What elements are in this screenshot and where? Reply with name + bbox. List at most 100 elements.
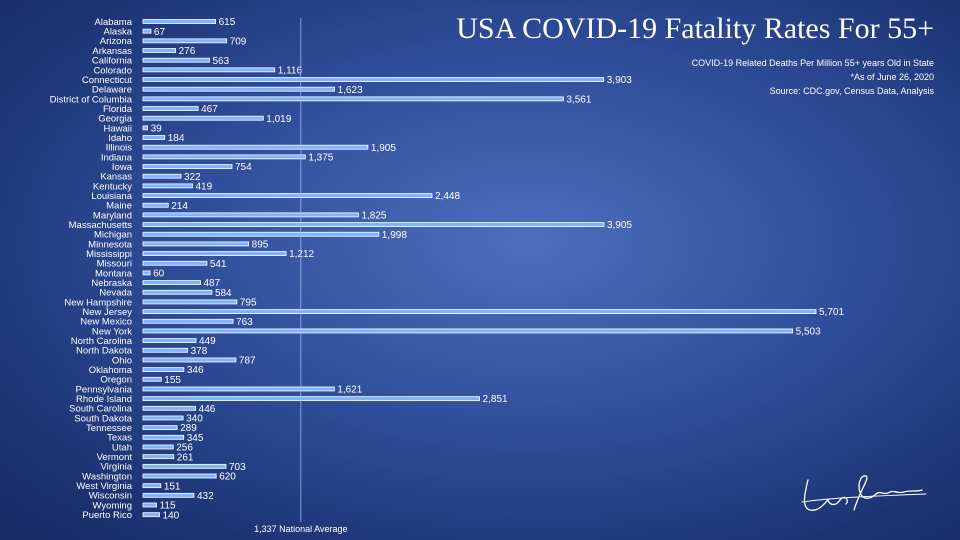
value-label: 151 [164,481,181,492]
value-label: 703 [229,462,246,473]
value-label: 261 [177,452,194,463]
bar [142,260,208,266]
bar [142,28,152,34]
bar [142,463,227,469]
category-label: Missouri [97,259,132,270]
value-label: 754 [235,162,252,173]
value-label: 67 [154,27,166,38]
bar [142,19,217,24]
value-label: 1,212 [289,249,314,260]
value-label: 1,998 [382,230,407,241]
bar [142,241,250,247]
national-average-label: 1,337 National Average [254,524,347,534]
value-label: 541 [210,259,227,270]
bar [142,38,228,44]
value-label: 39 [151,123,163,134]
category-label: Utah [112,442,132,453]
value-label: 140 [163,510,180,521]
category-label: Massachusetts [69,220,133,231]
bar [142,357,237,363]
value-label: 487 [203,278,220,289]
bar [142,202,169,208]
value-label: 895 [252,240,269,251]
value-label: 467 [201,104,218,115]
category-label: District of Columbia [50,94,133,105]
value-label: 1,116 [278,65,303,76]
value-label: 214 [171,201,188,212]
category-label: Wisconsin [89,491,132,502]
value-label: 289 [180,423,197,434]
category-label: Pennsylvania [75,384,132,395]
category-label: Florida [103,104,133,115]
category-label: Oklahoma [89,365,133,376]
bar [142,502,157,508]
bar [142,251,287,256]
as-of-date: *As of June 26, 2020 [850,72,934,82]
bar [142,347,189,353]
value-label: 1,621 [337,385,362,396]
bar [142,57,210,63]
bar [142,376,162,382]
category-label: South Dakota [74,413,132,424]
bar [142,396,480,402]
bar [142,425,178,431]
category-label: Alabama [95,17,133,28]
category-label: California [92,56,133,67]
value-label: 763 [236,317,253,328]
category-label: Texas [107,433,132,444]
bar [142,280,201,285]
bar [142,125,149,131]
bar [142,154,306,160]
category-label: Montana [95,268,133,279]
bar [142,270,151,276]
category-label: Wyoming [92,500,132,511]
bar [142,289,213,295]
value-label: 1,375 [308,152,333,163]
value-label: 432 [197,491,214,502]
bars-layer: Alabama 615 Alaska 67 Arizona 709 Arkansas 276 C… [50,17,845,521]
value-label: 2,448 [435,191,460,202]
value-label: 340 [186,414,203,425]
bar [142,386,335,392]
value-label: 155 [164,375,181,386]
bar [142,48,176,53]
category-label: New Jersey [82,307,132,318]
value-label: 1,825 [361,211,386,222]
value-label: 1,019 [266,114,291,125]
value-label: 795 [240,298,257,309]
value-label: 60 [153,269,165,280]
value-label: 5,701 [819,307,844,318]
value-label: 3,561 [566,94,591,105]
category-label: Delaware [92,85,132,96]
category-label: New York [92,326,132,337]
bar [142,483,162,489]
category-label: Georgia [98,114,133,125]
bar [142,193,433,198]
bar [142,318,234,324]
category-label: Colorado [93,65,132,76]
chart-title: USA COVID-19 Fatality Rates For 55+ [456,12,934,45]
bar [142,492,195,498]
bar [142,222,605,227]
category-label: South Carolina [69,404,133,415]
bar [142,77,605,82]
bar [142,67,276,73]
category-label: New Mexico [80,317,132,328]
bar [142,415,184,421]
value-label: 378 [191,346,208,357]
category-label: North Carolina [71,336,133,347]
value-label: 5,503 [796,327,821,338]
bar [142,444,174,450]
category-label: Indiana [101,152,133,163]
value-label: 346 [187,365,204,376]
value-label: 1,905 [371,143,396,154]
bar [142,512,160,518]
value-label: 184 [168,133,185,144]
bar [142,115,264,121]
category-label: Kentucky [93,181,132,192]
category-label: Oregon [100,375,132,386]
category-label: New Hampshire [64,297,132,308]
bar [142,454,175,460]
bar [142,299,238,305]
